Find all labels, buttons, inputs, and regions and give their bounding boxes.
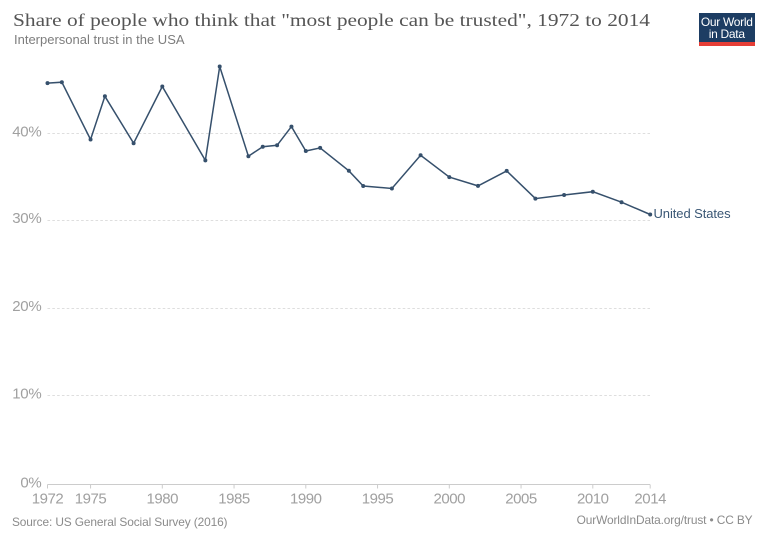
svg-text:1975: 1975 bbox=[75, 491, 107, 508]
svg-text:20%: 20% bbox=[12, 298, 41, 315]
svg-text:1990: 1990 bbox=[290, 491, 322, 508]
svg-text:2010: 2010 bbox=[577, 491, 609, 508]
svg-text:1980: 1980 bbox=[147, 491, 179, 508]
svg-text:10%: 10% bbox=[12, 385, 41, 402]
svg-text:40%: 40% bbox=[12, 124, 41, 141]
svg-text:1985: 1985 bbox=[218, 491, 250, 508]
svg-text:2000: 2000 bbox=[434, 491, 466, 508]
svg-text:1972: 1972 bbox=[32, 491, 64, 508]
svg-text:30%: 30% bbox=[12, 210, 41, 227]
svg-text:0%: 0% bbox=[20, 474, 41, 491]
svg-text:United States: United States bbox=[654, 206, 732, 221]
svg-text:1995: 1995 bbox=[362, 491, 394, 508]
svg-text:2014: 2014 bbox=[634, 491, 666, 508]
svg-text:2005: 2005 bbox=[505, 491, 537, 508]
